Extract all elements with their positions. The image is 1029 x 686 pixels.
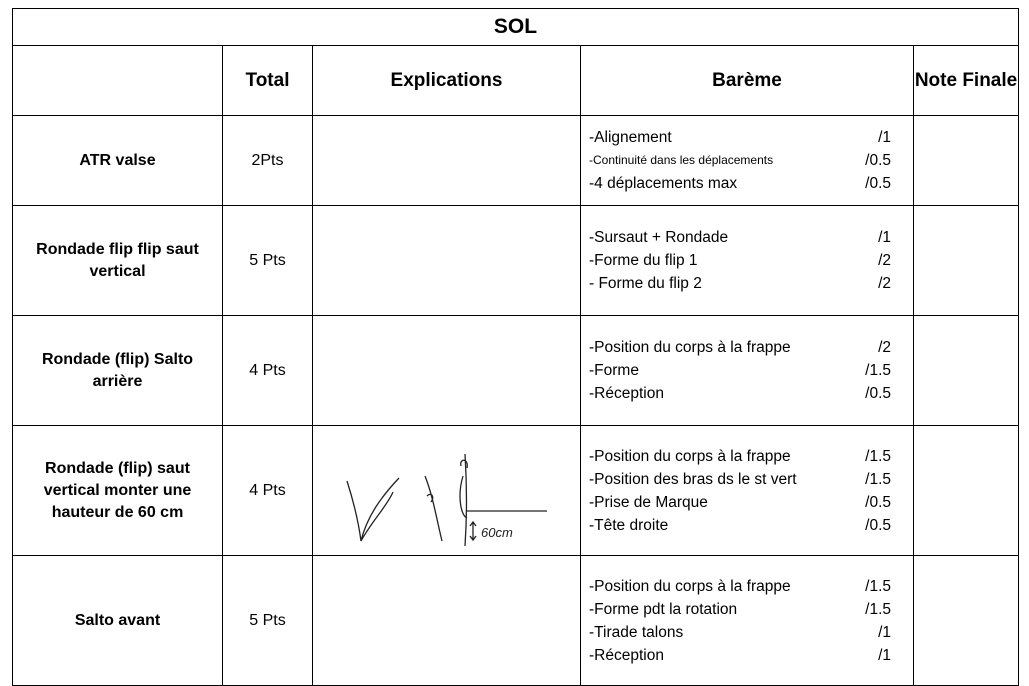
note-cell [912, 115, 1020, 206]
total-cell: 5 Pts [222, 555, 313, 686]
element-cell: Rondade (flip) Salto arrière [12, 315, 223, 426]
criterion-score: /0.5 [865, 152, 891, 169]
header-cell: Explications [312, 45, 581, 116]
bareme-line: -Forme pdt la rotation/1.5 [589, 598, 901, 621]
element-cell: Salto avant [12, 555, 223, 686]
header-cell: Total [222, 45, 313, 116]
total-cell: 4 Pts [222, 425, 313, 556]
bareme-line: - Forme du flip 2/2 [589, 272, 901, 295]
row: Rondade (flip) Salto arrière 4 Pts -Positi… [12, 315, 1020, 426]
bareme-cell: -Alignement/1 -Continuité dans les déplac… [580, 115, 914, 206]
bareme-cell: -Sursaut + Rondade/1 -Forme du flip 1/2- … [580, 205, 914, 316]
sketch: 60cm [345, 453, 547, 546]
header-cell: Note Finale [912, 45, 1020, 116]
note-cell [912, 555, 1020, 686]
bareme-cell: -Position du corps à la frappe/1.5 -Forme… [580, 555, 914, 686]
criterion-score: /1.5 [865, 447, 891, 465]
bareme-line: -Position des bras ds le st vert/1.5 [589, 468, 901, 491]
row: ATR valse 2Pts -Alignement/1 -Continuité da… [12, 115, 1020, 206]
criterion-score: /1.5 [865, 470, 891, 488]
criterion: -Alignement [589, 129, 672, 146]
element-cell: Rondade flip flip saut vertical [12, 205, 223, 316]
bareme-line: -Prise de Marque/0.5 [589, 491, 901, 514]
bareme-line: -Réception/0.5 [589, 382, 901, 405]
criterion-score: /2 [878, 252, 891, 269]
criterion: -Réception [589, 385, 664, 402]
criterion-score: /1.5 [865, 600, 891, 618]
title-row: SOL [11, 8, 1020, 46]
criterion-score: /0.5 [865, 516, 891, 534]
criterion-score: /1.5 [865, 577, 891, 595]
criterion: -Position du corps à la frappe [589, 339, 791, 356]
criterion-score: /0.5 [865, 175, 891, 192]
criterion-score: /2 [878, 339, 891, 356]
bareme-line: -Tête droite/0.5 [589, 514, 901, 537]
sketch-label: 60cm [481, 525, 513, 540]
criterion-score: /0.5 [865, 493, 891, 511]
total-cell: 2Pts [222, 115, 313, 206]
bareme-line: -Sursaut + Rondade/1 [589, 226, 901, 249]
bareme-line: -Position du corps à la frappe/2 [589, 336, 901, 359]
header-cell [12, 45, 223, 116]
criterion: -Position du corps à la frappe [589, 577, 791, 595]
header-row: Total Explications Barème Note Finale [12, 45, 1020, 116]
element-cell: Rondade (flip) saut vertical monter une … [12, 425, 223, 556]
criterion-score: /1 [878, 646, 891, 664]
criterion: -Position du corps à la frappe [589, 447, 791, 465]
total-cell: 5 Pts [222, 205, 313, 316]
criterion-score: /1 [878, 623, 891, 641]
note-cell [912, 315, 1020, 426]
criterion-score: /1 [878, 229, 891, 246]
criterion: -Tête droite [589, 516, 669, 534]
criterion: - Forme du flip 2 [589, 275, 702, 292]
row: Rondade (flip) saut vertical monter une … [12, 425, 1020, 556]
criterion: -Prise de Marque [589, 493, 708, 511]
explications-cell [312, 555, 581, 686]
criterion: -Forme pdt la rotation [589, 600, 738, 618]
bareme-line: -Tirade talons/1 [589, 621, 901, 644]
explications-cell [312, 315, 581, 426]
bareme-line: -Position du corps à la frappe/1.5 [589, 445, 901, 468]
criterion: -Réception [589, 646, 664, 664]
bareme-cell: -Position du corps à la frappe/2 -Forme/1… [580, 315, 914, 426]
criterion: -Forme du flip 1 [589, 252, 698, 269]
criterion: -Continuité dans les déplacements [589, 153, 774, 167]
criterion: -Forme [589, 362, 639, 379]
criterion-score: /0.5 [865, 385, 891, 402]
criterion: -Position des bras ds le st vert [589, 470, 797, 488]
element-cell: ATR valse [12, 115, 223, 206]
bareme-line: -Continuité dans les déplacements/0.5 [589, 149, 901, 172]
bareme-line: -4 déplacements max/0.5 [589, 172, 901, 195]
criterion: -Sursaut + Rondade [589, 229, 729, 246]
bareme-line: -Forme du flip 1/2 [589, 249, 901, 272]
row: Rondade flip flip saut vertical 5 Pts -Sur… [12, 205, 1020, 316]
note-cell [912, 425, 1020, 556]
criterion-score: /1.5 [865, 362, 891, 379]
bareme-line: -Position du corps à la frappe/1.5 [589, 575, 901, 598]
row: Salto avant 5 Pts -Position du corps à la … [12, 555, 1020, 686]
bareme-line: -Forme/1.5 [589, 359, 901, 382]
table-title: SOL [11, 8, 1020, 46]
criterion-score: /2 [878, 275, 891, 292]
note-cell [912, 205, 1020, 316]
total-cell: 4 Pts [222, 315, 313, 426]
criterion-score: /1 [878, 129, 891, 146]
criterion: -4 déplacements max [589, 175, 738, 192]
explications-cell [312, 115, 581, 206]
bareme-cell: -Position du corps à la frappe/1.5 -Posit… [580, 425, 914, 556]
header-cell: Barème [580, 45, 914, 116]
bareme-line: -Alignement/1 [589, 126, 901, 149]
bareme-line: -Réception/1 [589, 644, 901, 667]
score-table: SOL Total Explications Barème Note Final… [11, 8, 1020, 686]
explications-cell: 60cm [312, 425, 581, 556]
criterion: -Tirade talons [589, 623, 684, 641]
table-body: SOL Total Explications Barème Note Final… [11, 8, 1020, 686]
explications-cell [312, 205, 581, 316]
